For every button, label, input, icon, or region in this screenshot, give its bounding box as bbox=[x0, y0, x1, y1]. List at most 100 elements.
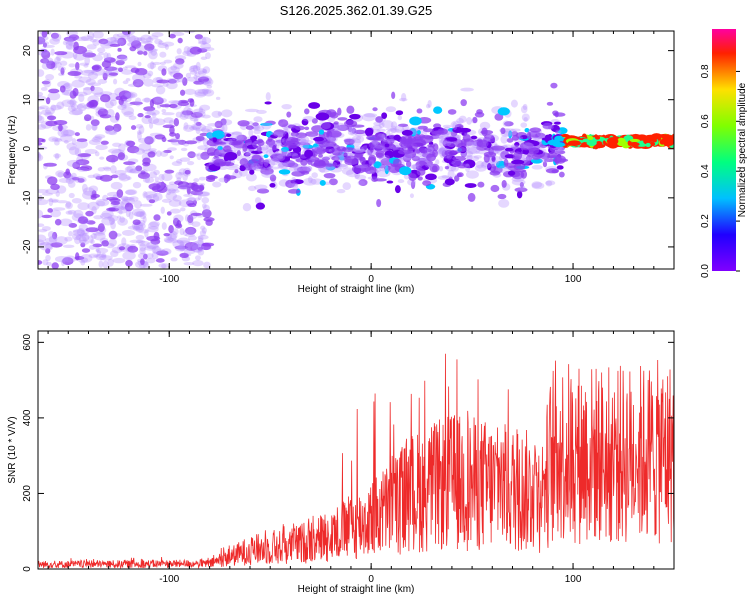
spectrogram-cell bbox=[135, 81, 143, 86]
spectrogram-cell bbox=[360, 145, 367, 151]
spectrogram-cell bbox=[161, 112, 175, 116]
spectrogram-cell bbox=[464, 145, 478, 155]
spectrogram-cell bbox=[412, 164, 420, 171]
spectrogram-cell bbox=[53, 153, 61, 159]
spectrogram-cell bbox=[304, 126, 310, 131]
spectrogram-cell bbox=[173, 72, 184, 80]
spectrogram-cell bbox=[442, 124, 452, 128]
spectrogram-cell bbox=[175, 245, 186, 252]
spectrogram-cell bbox=[50, 183, 60, 191]
spectrogram-cell bbox=[176, 240, 190, 244]
spectrogram-cell bbox=[137, 112, 144, 118]
spectrogram-cell bbox=[57, 81, 70, 88]
spectrogram-cell bbox=[147, 221, 160, 230]
spectrogram-cell bbox=[366, 150, 372, 156]
spectrogram-cell bbox=[198, 191, 211, 197]
spectrogram-cell bbox=[38, 137, 45, 143]
spectrogram-cell bbox=[198, 184, 205, 192]
spectrogram-cell bbox=[195, 75, 209, 79]
spectrogram-cell bbox=[349, 113, 361, 120]
spectrogram-cell bbox=[545, 168, 560, 174]
spectrogram-cell bbox=[437, 175, 450, 180]
spectrogram-cell bbox=[286, 111, 292, 118]
spectrogram-cell bbox=[116, 54, 128, 60]
spectrogram-cell bbox=[183, 124, 195, 132]
spectrogram-cell bbox=[112, 78, 118, 85]
spectrogram-cell bbox=[42, 259, 49, 266]
spectrogram-cell bbox=[180, 147, 188, 152]
spectrogram-cell bbox=[187, 235, 198, 241]
spectrogram-cell bbox=[454, 175, 460, 182]
spectrogram-cell bbox=[269, 158, 280, 166]
spectrogram-cell bbox=[194, 34, 203, 40]
spectrogram-cell bbox=[121, 229, 136, 236]
spectrogram-cell bbox=[121, 197, 136, 206]
spectrogram-cell bbox=[215, 141, 227, 145]
spectrogram-cell bbox=[54, 153, 60, 160]
spectrogram-cell bbox=[481, 127, 488, 137]
spectrogram-cell bbox=[160, 150, 169, 157]
spectrogram-cell bbox=[480, 160, 492, 169]
spectrogram-cell bbox=[152, 192, 163, 201]
spectrogram-cell bbox=[189, 65, 201, 72]
spectrogram-cell bbox=[68, 110, 83, 116]
spectrogram-cell bbox=[308, 102, 321, 109]
spectrogram-cell bbox=[72, 229, 86, 237]
spectrogram-cell bbox=[192, 64, 199, 74]
spectrogram-cell bbox=[105, 36, 118, 46]
spectrogram-cell bbox=[189, 70, 198, 75]
spectrogram-cell bbox=[156, 79, 169, 84]
snr-y-tick-label: 200 bbox=[22, 485, 33, 502]
spectrogram-cell bbox=[195, 110, 206, 118]
spectrogram-cell bbox=[169, 79, 181, 84]
spectrogram-cell bbox=[76, 166, 90, 171]
spectrogram-cell bbox=[206, 132, 214, 139]
spectrogram-cell bbox=[144, 136, 154, 145]
spectrogram-cell bbox=[281, 146, 289, 153]
spectrogram-cell bbox=[74, 236, 81, 245]
spectrogram-cell bbox=[519, 135, 528, 140]
spectrogram-cell bbox=[39, 105, 49, 110]
spectrogram-cell bbox=[321, 122, 331, 130]
spectrogram-cell bbox=[311, 172, 318, 179]
spectrogram-cell bbox=[54, 138, 63, 143]
spectrogram-cell bbox=[152, 61, 161, 65]
spectrogram-cell bbox=[177, 101, 190, 107]
spectrogram-cell bbox=[172, 239, 185, 249]
spectrogram-cell bbox=[38, 260, 43, 265]
spectrogram-cell bbox=[329, 167, 343, 173]
spectrogram-cell bbox=[65, 43, 75, 50]
spectrogram-cell bbox=[190, 65, 198, 70]
spectrogram-cell bbox=[197, 70, 205, 75]
spectrogram-cell bbox=[432, 135, 444, 139]
spectrogram-cell bbox=[91, 123, 98, 131]
spectrogram-cell bbox=[255, 202, 265, 210]
spectrogram-cell bbox=[168, 34, 176, 39]
spectrogram-cell bbox=[106, 52, 112, 61]
spectrogram-cell bbox=[171, 161, 183, 167]
spectrogram-cell bbox=[236, 134, 247, 142]
spectrogram-cell bbox=[378, 164, 391, 172]
spectrogram-cell bbox=[167, 139, 180, 143]
spectrogram-cell bbox=[306, 166, 313, 172]
spectrogram-y-tick-label: -20 bbox=[22, 239, 33, 254]
spectrogram-cell bbox=[187, 151, 196, 159]
spectrogram-cell bbox=[352, 148, 366, 154]
spectrogram-cell bbox=[450, 165, 459, 172]
spectrogram-cell bbox=[187, 214, 194, 224]
spectrogram-cell bbox=[106, 196, 119, 201]
spectrogram-cell bbox=[261, 171, 274, 178]
spectrogram-cell bbox=[167, 79, 177, 84]
spectrogram-y-tick-label: 20 bbox=[22, 45, 33, 57]
spectrogram-cell bbox=[98, 260, 104, 268]
spectrogram-cell bbox=[175, 171, 183, 180]
spectrogram-cell bbox=[384, 150, 395, 159]
spectrogram-cell bbox=[461, 152, 467, 157]
spectrogram-cell bbox=[197, 235, 204, 242]
spectrogram-cell bbox=[144, 48, 159, 52]
spectrogram-cell bbox=[115, 112, 120, 121]
spectrogram-cell bbox=[121, 69, 134, 75]
spectrogram-cell bbox=[73, 176, 87, 184]
spectrogram-cell bbox=[172, 228, 179, 235]
spectrogram-cell bbox=[147, 225, 159, 233]
